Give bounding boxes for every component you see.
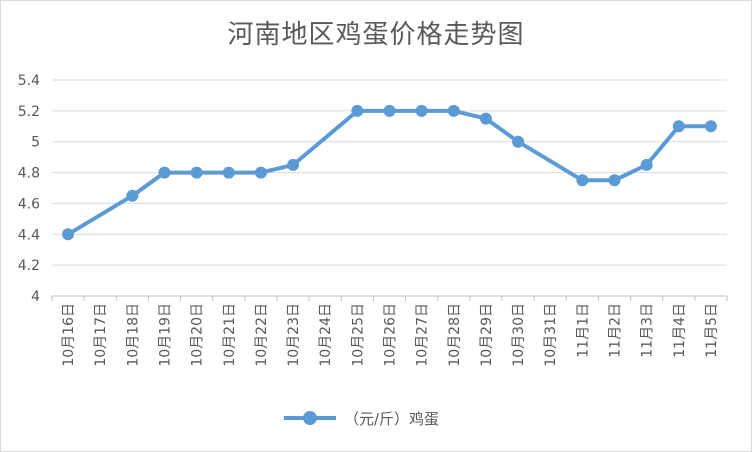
data-point <box>158 166 171 179</box>
data-point <box>126 189 139 202</box>
x-tick-label: 10月17日 <box>93 303 109 367</box>
y-tick-label: 4.8 <box>18 166 40 182</box>
legend-swatch <box>284 406 336 430</box>
x-tick-label: 11月4日 <box>672 303 688 358</box>
data-point <box>351 104 364 117</box>
data-point <box>222 166 235 179</box>
y-tick-label: 4.6 <box>18 196 40 212</box>
data-point <box>479 112 492 125</box>
data-point <box>415 104 428 117</box>
x-tick-label: 10月28日 <box>447 303 463 367</box>
data-point <box>512 135 525 148</box>
x-tick-label: 11月2日 <box>608 303 624 358</box>
x-tick-label: 10月31日 <box>543 303 559 367</box>
y-tick-label: 4.4 <box>18 227 40 243</box>
x-tick-label: 10月27日 <box>415 303 431 367</box>
y-tick-label: 4 <box>31 289 40 305</box>
x-tick-label: 10月30日 <box>511 303 527 367</box>
x-tick-label: 11月5日 <box>704 303 720 358</box>
data-point <box>704 120 717 133</box>
x-tick-label: 10月18日 <box>125 303 141 367</box>
x-tick-label: 10月23日 <box>286 303 302 367</box>
legend: （元/斤）鸡蛋 <box>284 406 439 430</box>
data-point <box>672 120 685 133</box>
data-point <box>62 228 75 241</box>
data-point <box>383 104 396 117</box>
data-point <box>190 166 203 179</box>
y-tick-label: 5.4 <box>18 73 40 89</box>
x-tick-label: 10月16日 <box>61 303 77 367</box>
data-point <box>576 174 589 187</box>
x-tick-label: 10月24日 <box>318 303 334 367</box>
y-tick-label: 5.2 <box>18 104 40 120</box>
x-tick-label: 11月3日 <box>640 303 656 358</box>
x-tick-label: 10月22日 <box>254 303 270 367</box>
chart-title: 河南地区鸡蛋价格走势图 <box>227 20 525 50</box>
y-tick-label: 5 <box>31 135 40 151</box>
y-tick-label: 4.2 <box>18 258 40 274</box>
data-point <box>287 158 300 171</box>
x-tick-label: 10月25日 <box>350 303 366 367</box>
data-point <box>608 174 621 187</box>
x-tick-label: 10月19日 <box>158 303 174 367</box>
x-tick-label: 10月20日 <box>190 303 206 367</box>
data-point <box>640 158 653 171</box>
legend-label: （元/斤）鸡蛋 <box>344 409 440 428</box>
x-tick-label: 10月29日 <box>479 303 495 367</box>
x-tick-label: 10月26日 <box>383 303 399 367</box>
x-tick-label: 10月21日 <box>222 303 238 367</box>
data-point <box>254 166 267 179</box>
data-point <box>447 104 460 117</box>
x-tick-label: 11月1日 <box>575 303 591 358</box>
